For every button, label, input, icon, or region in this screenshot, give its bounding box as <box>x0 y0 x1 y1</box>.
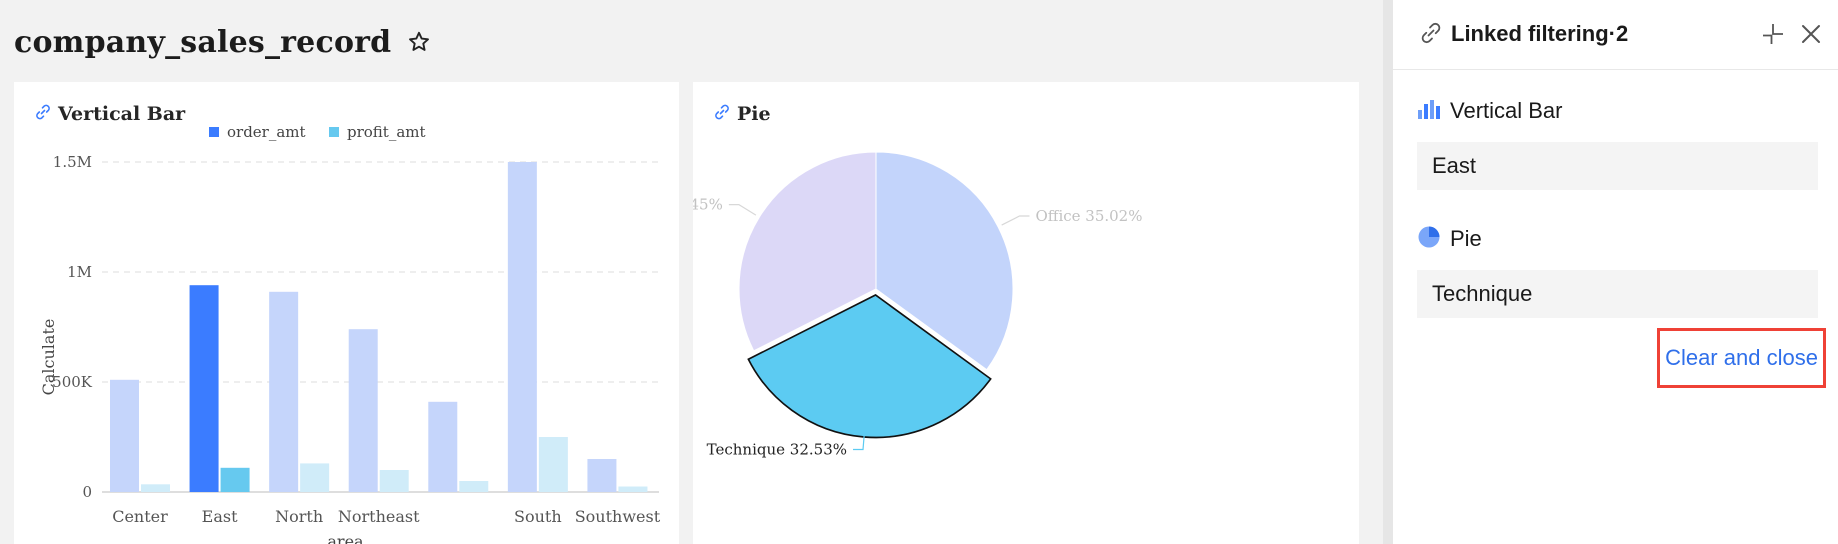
y-tick-label: 0 <box>82 483 92 501</box>
bar-chart-card: 0 500K 1M 1.5M Center East North Northeast South… <box>14 82 679 544</box>
page-header: company_sales_record <box>14 18 433 66</box>
y-tick-label: 1M <box>67 263 92 281</box>
filter-value-field[interactable]: Technique <box>1417 270 1818 318</box>
x-tick-label: East <box>202 507 238 526</box>
bar-profit_amt <box>220 467 250 492</box>
link-icon <box>34 103 52 126</box>
x-tick-label: North <box>275 507 323 526</box>
y-tick-label: 1.5M <box>53 153 92 171</box>
pie-leader-line <box>728 204 757 216</box>
x-tick-label: Center <box>112 507 168 526</box>
pie-chart: Office 35.02% Technique 32.53% Furniture 3… <box>693 151 1142 458</box>
filter-value-field[interactable]: East <box>1417 142 1818 190</box>
panel-title: Linked filtering·2 <box>1451 21 1629 46</box>
bar-profit_amt <box>618 486 648 492</box>
bar-order_amt <box>269 291 299 492</box>
panel-divider <box>1383 0 1393 544</box>
legend-label: profit_amt <box>347 123 426 141</box>
x-tick-label: South <box>514 507 562 526</box>
x-axis-label: area <box>327 532 364 544</box>
close-icon[interactable] <box>1797 20 1825 48</box>
legend-swatch-order_amt <box>209 127 219 137</box>
bar-order_amt <box>348 329 378 492</box>
legend-label: order_amt <box>227 123 306 141</box>
bar-profit_amt <box>141 484 170 492</box>
x-tick-label: Southwest <box>575 507 661 526</box>
pie-card-header: Pie <box>713 100 771 128</box>
panel-header: Linked filtering·2 <box>1393 0 1838 70</box>
legend-swatch-profit_amt <box>329 127 339 137</box>
bar-profit_amt <box>379 470 409 492</box>
filter-section-pie: Pie Technique <box>1417 224 1818 318</box>
y-tick-label: 500K <box>52 373 93 391</box>
filter-header: Vertical Bar <box>1417 96 1818 126</box>
pie-chart-card: Office 35.02% Technique 32.53% Furniture 3… <box>693 82 1359 544</box>
linked-filtering-panel: Linked filtering·2 Vertical Bar East Pie… <box>1393 0 1838 544</box>
link-icon <box>713 103 731 126</box>
clear-and-close-button[interactable]: Clear and close <box>1657 328 1826 388</box>
pie-slice-label: Furniture 32.45% <box>693 196 723 214</box>
filter-header: Pie <box>1417 224 1818 254</box>
bar-order_amt <box>507 162 537 492</box>
bar-order_amt <box>110 379 139 492</box>
pie-leader-line <box>853 429 866 451</box>
filter-chart-name: Pie <box>1450 226 1482 251</box>
bar-order_amt <box>428 401 458 492</box>
page-title: company_sales_record <box>14 24 392 60</box>
bar-order_amt <box>587 459 617 492</box>
pie-slice-label: Technique 32.53% <box>707 440 847 458</box>
filter-section-vertical-bar: Vertical Bar East <box>1417 96 1818 190</box>
pie-slice-office <box>875 151 1014 371</box>
link-icon <box>1419 21 1443 50</box>
bar-profit_amt <box>300 463 330 492</box>
clear-and-close-label: Clear and close <box>1665 345 1818 370</box>
y-axis-label: Calculate <box>39 319 58 396</box>
filter-chart-name: Vertical Bar <box>1450 98 1563 123</box>
x-tick-label: Northeast <box>338 507 420 526</box>
collapse-icon[interactable] <box>1759 20 1787 48</box>
bar-order_amt <box>189 285 219 492</box>
pie-card-title: Pie <box>737 103 771 125</box>
bar-card-title: Vertical Bar <box>58 103 186 125</box>
bar-profit_amt <box>459 481 489 492</box>
pie-leader-line <box>1001 215 1030 226</box>
bar-card-header: Vertical Bar <box>34 100 185 128</box>
bar-profit_amt <box>538 437 568 492</box>
pie-slice-furniture <box>738 151 877 352</box>
pie-slice-label: Office 35.02% <box>1035 207 1142 225</box>
star-icon[interactable] <box>405 28 433 56</box>
bar-chart: 0 500K 1M 1.5M Center East North Northeast South… <box>39 123 661 544</box>
pie-chart-icon <box>1417 225 1441 254</box>
bar-chart-icon <box>1417 98 1441 125</box>
